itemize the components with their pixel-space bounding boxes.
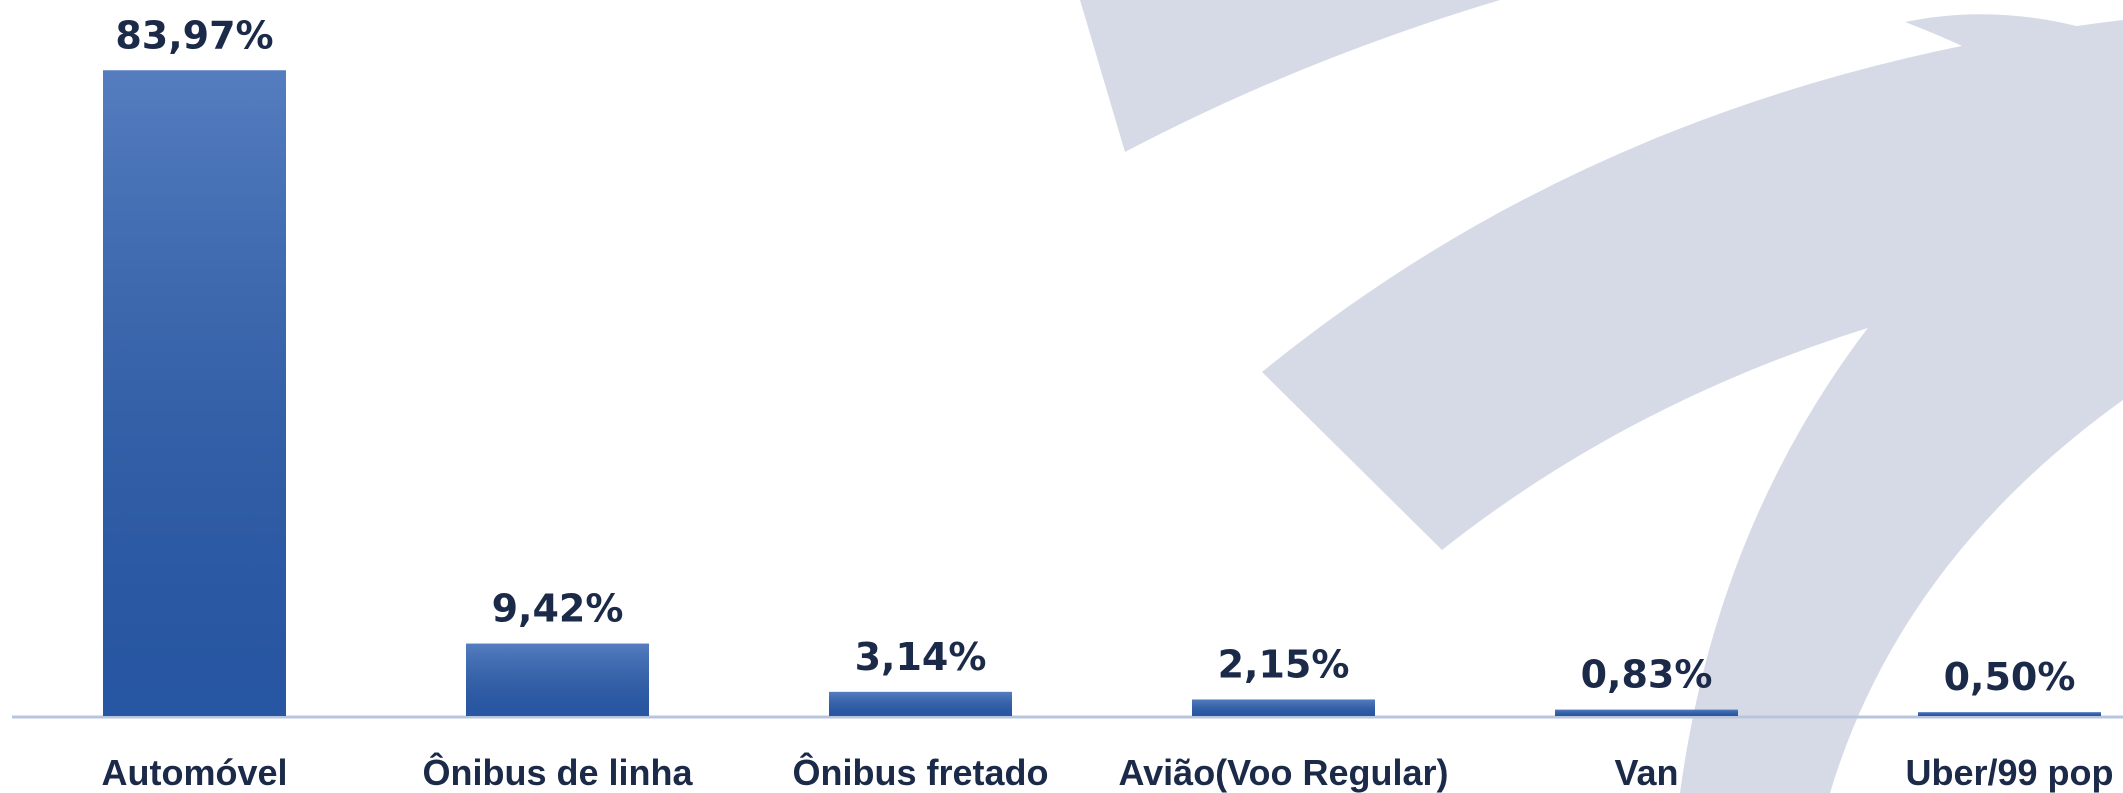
category-label: Ônibus de linha [422,751,693,793]
watermark-shape [1905,14,2123,135]
value-label: 83,97% [115,13,273,57]
category-label: Van [1614,752,1678,793]
category-label: Ônibus fretado [792,751,1048,793]
bar-shade [103,70,286,717]
value-label: 2,15% [1218,642,1350,686]
value-label: 3,14% [855,635,987,679]
category-label: Uber/99 pop [1905,752,2113,793]
bar-shade [1192,699,1375,716]
watermark-shape [1680,90,2123,793]
bar-shade [1918,712,2101,716]
category-label: Automóvel [101,752,287,793]
value-label: 0,83% [1581,653,1713,697]
value-label: 9,42% [492,587,624,631]
watermark-shape [1262,20,2123,550]
watermark [1080,0,2123,793]
bar-shade [829,691,1012,716]
bar-shade [1555,709,1738,716]
category-label: Avião(Voo Regular) [1118,752,1448,793]
watermark-shape [1080,0,1500,152]
bar-shade [466,643,649,716]
value-label: 0,50% [1944,655,2076,699]
